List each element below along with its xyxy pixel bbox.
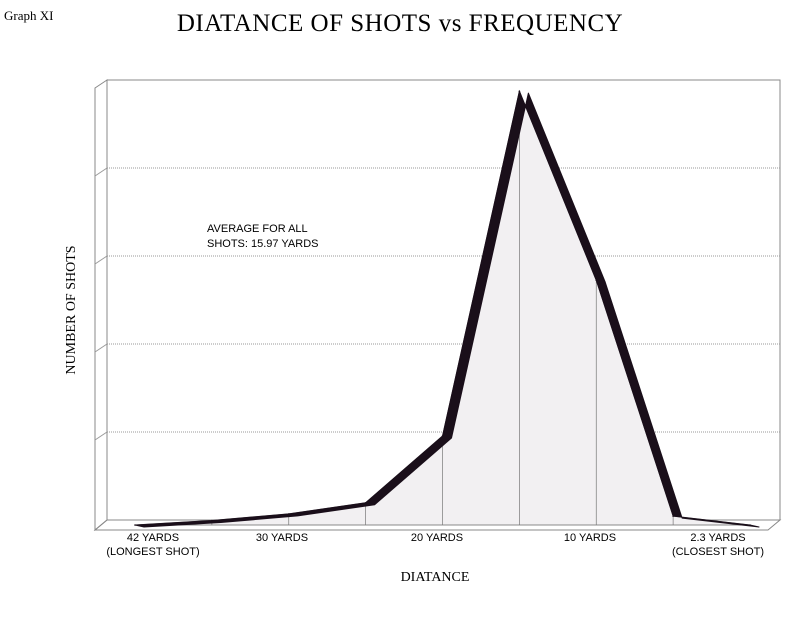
data-point	[134, 524, 136, 526]
x-tick-label: 20 YARDS	[411, 532, 463, 544]
floor	[93, 519, 782, 531]
grid-line-side	[94, 431, 108, 441]
annotation-line-1: AVERAGE FOR ALL	[207, 223, 308, 235]
data-point	[364, 501, 367, 504]
data-point	[595, 279, 598, 282]
chart-title: DIATANCE OF SHOTS vs FREQUENCY	[176, 10, 624, 37]
x-tick-label: 42 YARDS	[127, 532, 179, 544]
grid-line-side	[94, 255, 108, 265]
data-point	[518, 90, 521, 92]
data-point	[672, 515, 674, 517]
x-tick-label: 2.3 YARDS	[690, 532, 745, 544]
x-tick-sublabel: (LONGEST SHOT)	[106, 546, 199, 558]
data-point	[211, 519, 213, 522]
page-label: Graph XI	[4, 8, 54, 23]
x-tick-label: 10 YARDS	[564, 532, 616, 544]
chart-x-ticks: 42 YARDS (LONGEST SHOT) 30 YARDS 20 YARDS 10…	[106, 532, 764, 558]
data-point	[441, 435, 444, 437]
grid-line-side	[94, 167, 108, 177]
chart-grid	[94, 167, 780, 441]
data-point	[287, 513, 290, 515]
chart-area-series	[134, 89, 760, 528]
data-point	[749, 524, 751, 526]
x-tick-label: 30 YARDS	[256, 532, 308, 544]
x-axis-label: DIATANCE	[400, 570, 470, 585]
annotation-line-2: SHOTS: 15.97 YARDS	[207, 238, 318, 250]
x-tick-sublabel: (CLOSEST SHOT)	[672, 546, 764, 558]
grid-line-side	[94, 343, 108, 353]
side-wall	[94, 79, 108, 532]
